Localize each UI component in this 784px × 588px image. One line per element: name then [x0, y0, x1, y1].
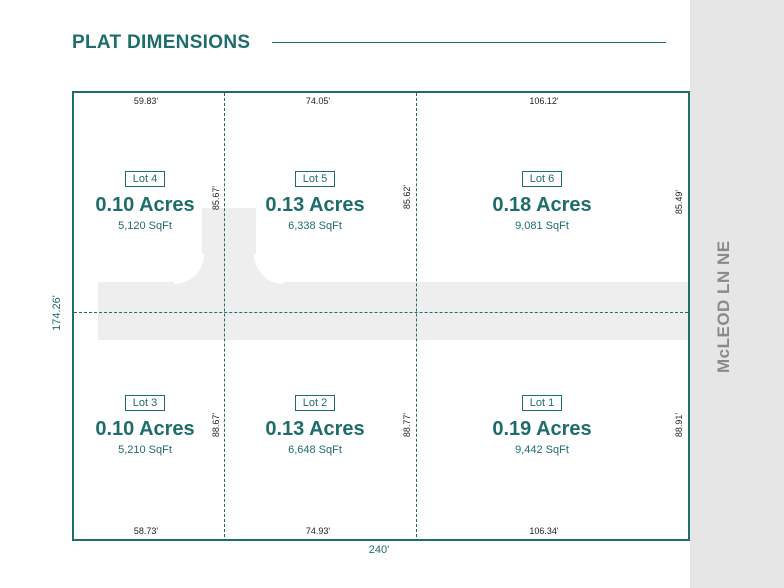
- access-road: [98, 282, 688, 340]
- lot-sqft: 9,442 SqFt: [515, 444, 569, 456]
- lot-1: Lot 1 0.19 Acres 9,442 SqFt: [452, 393, 632, 456]
- street-label: McLEOD LN NE: [714, 240, 733, 373]
- lot-line-center: [74, 312, 688, 313]
- lot-4: Lot 4 0.10 Acres 5,120 SqFt: [55, 169, 235, 232]
- lot-label: Lot 1: [521, 395, 563, 411]
- lot-line-west: [224, 93, 225, 537]
- top-dimension-lot5: 74.05': [305, 96, 331, 106]
- lot-6: Lot 6 0.18 Acres 9,081 SqFt: [452, 169, 632, 232]
- road-curve-left: [174, 254, 204, 284]
- top-dimension-lot6: 106.12': [529, 96, 559, 106]
- lot-sqft: 6,338 SqFt: [288, 220, 342, 232]
- road-curve-right: [254, 254, 284, 284]
- lot-5: Lot 5 0.13 Acres 6,338 SqFt: [225, 169, 405, 232]
- lot-label: Lot 2: [294, 395, 336, 411]
- lot-line-east: [416, 93, 417, 537]
- road-branch: [202, 208, 256, 288]
- street-panel: [690, 0, 784, 588]
- overall-depth: 174.26': [51, 295, 63, 331]
- lot-2: Lot 2 0.13 Acres 6,648 SqFt: [225, 393, 405, 456]
- lot-acres: 0.13 Acres: [265, 194, 365, 216]
- lot-acres: 0.13 Acres: [265, 418, 365, 440]
- side-dimension-lot6: 85.49': [674, 189, 684, 215]
- bottom-dimension-lot1: 106.34': [529, 526, 559, 536]
- lot-label: Lot 5: [294, 171, 336, 187]
- lot-acres: 0.19 Acres: [492, 418, 592, 440]
- page-title: PLAT DIMENSIONS: [72, 32, 251, 53]
- lot-sqft: 5,210 SqFt: [118, 444, 172, 456]
- lot-label: Lot 4: [124, 171, 166, 187]
- lot-3: Lot 3 0.10 Acres 5,210 SqFt: [55, 393, 235, 456]
- lot-acres: 0.10 Acres: [95, 194, 195, 216]
- bottom-dimension-lot2: 74.93': [305, 526, 331, 536]
- top-dimension-lot4: 59.83': [133, 96, 159, 106]
- lot-label: Lot 3: [124, 395, 166, 411]
- title-divider: [272, 42, 666, 43]
- lot-sqft: 5,120 SqFt: [118, 220, 172, 232]
- overall-width: 240': [368, 544, 390, 556]
- lot-label: Lot 6: [521, 171, 563, 187]
- lot-acres: 0.10 Acres: [95, 418, 195, 440]
- side-dimension-lot1: 88.91': [674, 412, 684, 438]
- lot-acres: 0.18 Acres: [492, 194, 592, 216]
- bottom-dimension-lot3: 58.73': [133, 526, 159, 536]
- lot-sqft: 6,648 SqFt: [288, 444, 342, 456]
- lot-sqft: 9,081 SqFt: [515, 220, 569, 232]
